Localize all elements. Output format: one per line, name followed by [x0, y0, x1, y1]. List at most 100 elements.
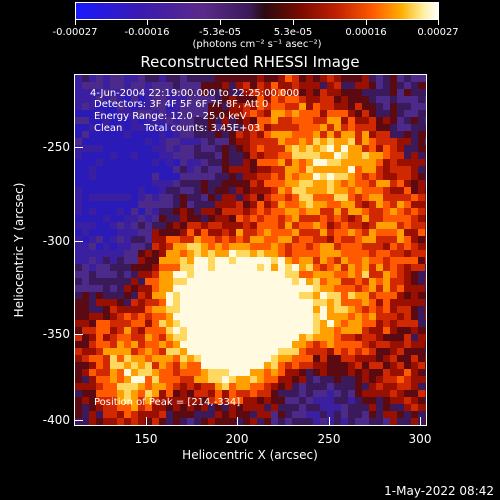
heatmap-cell [131, 131, 139, 139]
heatmap-cell [383, 215, 391, 223]
heatmap-cell [327, 355, 335, 363]
heatmap-cell [229, 180, 237, 188]
heatmap-cell [299, 362, 307, 370]
heatmap-cell [243, 334, 251, 342]
heatmap-cell [376, 390, 384, 398]
heatmap-cell [243, 131, 251, 139]
heatmap-cell [299, 117, 307, 125]
heatmap-cell [215, 390, 223, 398]
heatmap-cell [250, 110, 258, 118]
heatmap-cell [278, 159, 286, 167]
heatmap-cell [278, 313, 286, 321]
heatmap-cell [89, 201, 97, 209]
heatmap-cell [124, 411, 132, 419]
heatmap-cell [250, 194, 258, 202]
heatmap-cell [96, 404, 104, 412]
heatmap-cell [201, 271, 209, 279]
heatmap-cell [348, 397, 356, 405]
heatmap-cell [404, 131, 412, 139]
heatmap-cell [285, 327, 293, 335]
heatmap-cell [404, 117, 412, 125]
heatmap-cell [138, 124, 146, 132]
heatmap-cell [404, 383, 412, 391]
heatmap-cell [159, 222, 167, 230]
heatmap-cell [418, 306, 426, 314]
heatmap-cell [187, 418, 195, 425]
heatmap-cell [152, 194, 160, 202]
heatmap-cell [320, 187, 328, 195]
heatmap-cell [194, 285, 202, 293]
heatmap-cell [390, 334, 398, 342]
heatmap-cell [82, 166, 90, 174]
heatmap-cell [89, 390, 97, 398]
heatmap-cell [355, 327, 363, 335]
heatmap-cell [194, 236, 202, 244]
heatmap-cell [103, 215, 111, 223]
heatmap-cell [229, 369, 237, 377]
heatmap-cell [159, 327, 167, 335]
heatmap-cell [376, 397, 384, 405]
heatmap-cell [271, 131, 279, 139]
heatmap-cell [243, 124, 251, 132]
heatmap-cell [180, 320, 188, 328]
heatmap-cell [75, 376, 83, 384]
heatmap-cell [187, 110, 195, 118]
heatmap-cell [271, 117, 279, 125]
heatmap-cell [362, 194, 370, 202]
heatmap-cell [376, 187, 384, 195]
colorbar [75, 2, 439, 20]
heatmap-cell [236, 313, 244, 321]
heatmap-cell [243, 355, 251, 363]
heatmap-cell [320, 355, 328, 363]
heatmap-cell [201, 89, 209, 97]
heatmap-cell [257, 285, 265, 293]
heatmap-cell [208, 411, 216, 419]
heatmap-cell [285, 369, 293, 377]
heatmap-cell [236, 173, 244, 181]
heatmap-cell [383, 194, 391, 202]
heatmap-cell [215, 138, 223, 146]
heatmap-cell [124, 180, 132, 188]
heatmap-cell [173, 404, 181, 412]
heatmap-cell [215, 194, 223, 202]
heatmap-cell [362, 376, 370, 384]
heatmap-cell [299, 89, 307, 97]
heatmap-cell [229, 285, 237, 293]
heatmap-cell [208, 208, 216, 216]
heatmap-cell [257, 187, 265, 195]
heatmap-cell [397, 208, 405, 216]
heatmap-cell [82, 152, 90, 160]
heatmap-cell [341, 334, 349, 342]
heatmap-cell [222, 397, 230, 405]
heatmap-cell [215, 250, 223, 258]
heatmap-cell [376, 383, 384, 391]
heatmap-cell [285, 145, 293, 153]
heatmap-cell [208, 362, 216, 370]
heatmap-cell [131, 124, 139, 132]
heatmap-cell [173, 124, 181, 132]
heatmap-cell [117, 166, 125, 174]
heatmap-cell [397, 152, 405, 160]
heatmap-cell [166, 250, 174, 258]
heatmap-cell [96, 306, 104, 314]
heatmap-cell [334, 152, 342, 160]
heatmap-cell [201, 306, 209, 314]
heatmap-cell [264, 75, 272, 83]
heatmap-cell [124, 117, 132, 125]
heatmap-cell [341, 390, 349, 398]
heatmap-cell [285, 180, 293, 188]
heatmap-cell [187, 145, 195, 153]
heatmap-cell [390, 145, 398, 153]
heatmap-cell [355, 334, 363, 342]
heatmap-cell [194, 390, 202, 398]
heatmap-cell [390, 306, 398, 314]
heatmap-cell [383, 411, 391, 419]
heatmap-cell [425, 201, 426, 209]
heatmap-cell [166, 124, 174, 132]
heatmap-cell [215, 362, 223, 370]
heatmap-cell [313, 341, 321, 349]
heatmap-cell [299, 194, 307, 202]
heatmap-cell [201, 376, 209, 384]
heatmap-cell [138, 152, 146, 160]
heatmap-cell [257, 173, 265, 181]
